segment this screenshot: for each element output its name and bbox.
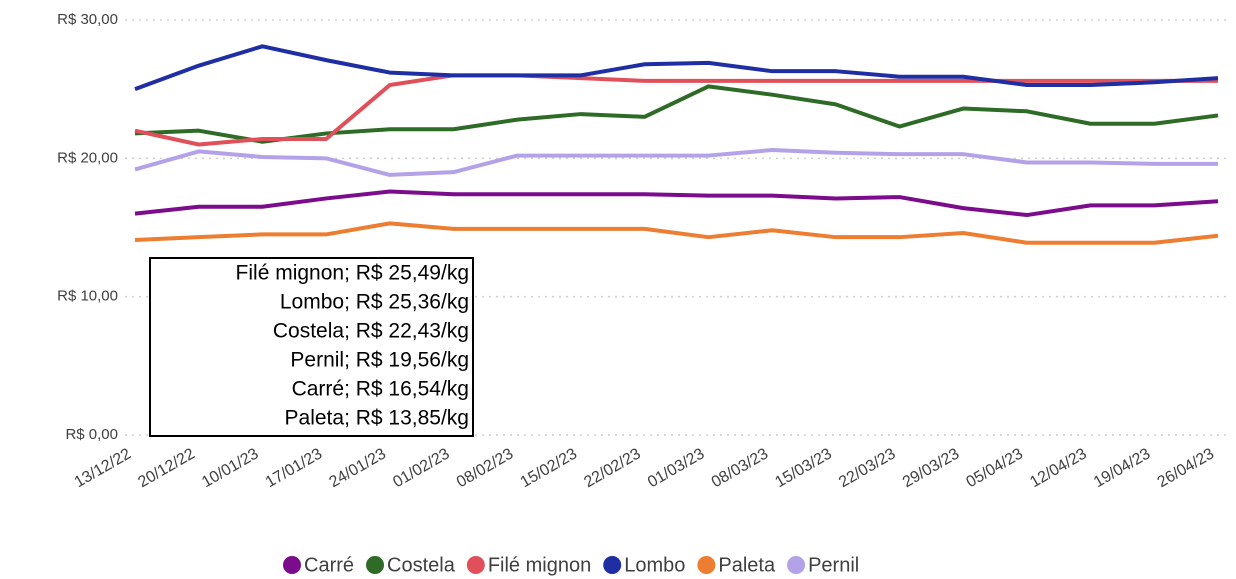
legend-label: Costela bbox=[387, 554, 456, 576]
legend: Carré Costela Filé mignon Lombo Paleta Pernil bbox=[283, 554, 859, 576]
annotation-line: Carré; R$ 16,54/kg bbox=[292, 378, 469, 401]
series-line bbox=[134, 148, 1218, 177]
y-tick-label: R$ 20,00 bbox=[57, 149, 118, 166]
x-tick-label: 12/04/23 bbox=[1027, 445, 1090, 491]
legend-marker bbox=[603, 556, 622, 574]
x-tick-label: 22/03/23 bbox=[836, 445, 899, 491]
legend-label: Filé mignon bbox=[488, 554, 591, 576]
annotation-line: Lombo; R$ 25,36/kg bbox=[280, 291, 469, 314]
legend-marker bbox=[366, 556, 385, 574]
x-tick-label: 01/02/23 bbox=[390, 445, 453, 491]
x-tick-label: 20/12/22 bbox=[135, 445, 198, 491]
legend-marker bbox=[466, 556, 485, 574]
x-tick-label: 13/12/22 bbox=[72, 445, 135, 491]
x-tick-label: 08/03/23 bbox=[709, 445, 772, 491]
legend-marker bbox=[787, 556, 806, 574]
series-line bbox=[134, 84, 1219, 144]
x-tick-label: 01/03/23 bbox=[645, 445, 708, 491]
series-line bbox=[134, 221, 1219, 245]
legend-label: Pernil bbox=[808, 554, 859, 576]
series-line bbox=[134, 44, 1219, 92]
x-tick-label: 17/01/23 bbox=[263, 445, 326, 491]
x-tick-label: 08/02/23 bbox=[454, 445, 517, 491]
annotation-line: Paleta; R$ 13,85/kg bbox=[285, 407, 469, 430]
annotation-line: Pernil; R$ 19,56/kg bbox=[290, 349, 469, 372]
x-tick-label: 05/04/23 bbox=[964, 445, 1027, 491]
x-tick-label: 24/01/23 bbox=[326, 445, 389, 491]
y-tick-label: R$ 0,00 bbox=[65, 426, 118, 443]
legend-label: Carré bbox=[304, 554, 354, 576]
x-tick-label: 26/04/23 bbox=[1155, 445, 1218, 491]
series-line bbox=[134, 73, 1218, 147]
x-tick-label: 10/01/23 bbox=[199, 445, 262, 491]
legend-label: Lombo bbox=[624, 554, 685, 576]
annotation-line: Costela; R$ 22,43/kg bbox=[273, 320, 469, 343]
x-tick-label: 22/02/23 bbox=[581, 445, 644, 491]
annotation-box bbox=[149, 257, 474, 437]
x-tick-label: 19/04/23 bbox=[1091, 445, 1154, 491]
legend-label: Paleta bbox=[718, 554, 776, 576]
x-tick-label: 15/03/23 bbox=[772, 445, 835, 491]
legend-marker bbox=[697, 556, 716, 574]
x-tick-label: 15/02/23 bbox=[518, 445, 581, 491]
annotation-line: Filé mignon; R$ 25,49/kg bbox=[236, 262, 469, 285]
x-tick-label: 29/03/23 bbox=[900, 445, 963, 491]
series-line bbox=[134, 189, 1219, 218]
y-tick-label: R$ 10,00 bbox=[57, 288, 118, 305]
y-tick-label: R$ 30,00 bbox=[57, 11, 118, 28]
legend-marker bbox=[283, 556, 301, 574]
